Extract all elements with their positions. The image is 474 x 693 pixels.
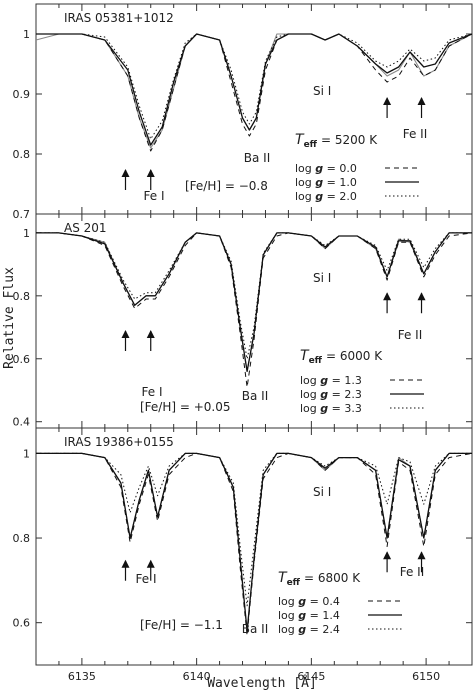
panel-label: IRAS 05381+1012 bbox=[64, 11, 174, 25]
si-line-label: Si I bbox=[313, 271, 331, 285]
fe2-line-label: Fe II bbox=[400, 565, 425, 579]
arrow-head bbox=[383, 292, 392, 301]
ba2-line-label: Ba II bbox=[242, 622, 268, 636]
legend-entry: log g = 1.4 bbox=[278, 609, 340, 622]
model-line-1 bbox=[36, 33, 473, 152]
model-line-2 bbox=[36, 232, 472, 373]
y-tick-label: 0.9 bbox=[13, 88, 31, 101]
legend-entry: log g = 0.0 bbox=[295, 162, 357, 175]
arrow-head bbox=[146, 330, 155, 338]
fe2-line-label: Fe II bbox=[403, 127, 428, 141]
y-tick-label: 1 bbox=[23, 28, 30, 41]
si-line-label: Si I bbox=[313, 485, 331, 499]
legend-entry: log g = 2.4 bbox=[278, 623, 340, 636]
fe1-line-label: Fe I bbox=[136, 572, 157, 586]
model-line-2 bbox=[36, 452, 472, 632]
ba2-line-label: Ba II bbox=[244, 151, 270, 165]
panel-label: AS 201 bbox=[64, 221, 107, 235]
y-tick-label: 0.8 bbox=[13, 290, 31, 303]
legend-entry: log g = 2.0 bbox=[295, 190, 357, 203]
arrow-head bbox=[121, 330, 130, 338]
ba2-line-label: Ba II bbox=[242, 389, 268, 403]
model-line-3 bbox=[36, 452, 472, 607]
arrow-head bbox=[417, 97, 426, 105]
legend-entry: log g = 3.3 bbox=[300, 402, 362, 415]
model-line-1 bbox=[36, 452, 473, 636]
arrow-head bbox=[383, 97, 392, 105]
arrow-head bbox=[417, 551, 426, 560]
x-tick-label: 6150 bbox=[412, 670, 440, 683]
y-tick-label: 1 bbox=[23, 227, 30, 240]
fe1-line-label: Fe I bbox=[142, 385, 163, 399]
y-tick-label: 0.8 bbox=[13, 532, 31, 545]
legend-entry: log g = 0.4 bbox=[278, 595, 340, 608]
y-tick-label: 0.6 bbox=[13, 353, 31, 366]
panel-2: 0.4 0.6 0.8 1 AS 201 Si I Fe I Ba II Fe II [Fe/H]… bbox=[13, 213, 473, 429]
arrow-head bbox=[121, 559, 130, 568]
panel-label: IRAS 19386+0155 bbox=[64, 435, 174, 449]
x-tick-label: 6135 bbox=[68, 670, 96, 683]
panel-frame bbox=[35, 427, 473, 666]
legend-entry: log g = 1.3 bbox=[300, 374, 362, 387]
observed-spectrum-line bbox=[36, 232, 472, 372]
observed-spectrum-line bbox=[36, 452, 472, 632]
y-tick-label: 0.8 bbox=[13, 148, 31, 161]
y-tick-label: 0.6 bbox=[13, 617, 31, 630]
arrow-head bbox=[417, 292, 426, 301]
arrow-head bbox=[146, 559, 155, 568]
fe1-line-label: Fe I bbox=[144, 189, 165, 203]
y-tick-label: 0.7 bbox=[13, 208, 31, 221]
y-axis-label: Relative Flux bbox=[2, 267, 17, 369]
teff-label: Teff = 6000 K bbox=[300, 348, 383, 366]
fe2-line-label: Fe II bbox=[398, 328, 423, 342]
model-line-1 bbox=[36, 232, 473, 388]
arrow-head bbox=[146, 169, 155, 177]
si-line-label: Si I bbox=[313, 84, 331, 98]
metallicity-label: [Fe/H] = +0.05 bbox=[140, 400, 231, 414]
panels-group: 0.7 0.8 0.9 1 IRAS 05381+1012 Si I Fe I Ba II Fe… bbox=[13, 3, 473, 683]
teff-label: Teff = 5200 K bbox=[295, 132, 378, 150]
y-tick-label: 0.4 bbox=[13, 416, 31, 429]
teff-label: Teff = 6800 K bbox=[278, 570, 361, 588]
y-tick-label: 1 bbox=[23, 447, 30, 460]
legend-entry: log g = 1.0 bbox=[295, 176, 357, 189]
legend-entry: log g = 2.3 bbox=[300, 388, 362, 401]
x-tick-label: 6140 bbox=[183, 670, 211, 683]
arrow-head bbox=[121, 169, 130, 177]
model-line-2 bbox=[36, 33, 473, 146]
metallicity-label: [Fe/H] = −1.1 bbox=[140, 618, 223, 632]
panel-1: 0.7 0.8 0.9 1 IRAS 05381+1012 Si I Fe I Ba II Fe… bbox=[13, 3, 473, 221]
arrow-head bbox=[383, 551, 392, 560]
x-axis-label: Wavelength [Å] bbox=[207, 675, 317, 691]
x-tick-label: 6145 bbox=[297, 670, 325, 683]
panel-3: 0.6 0.8 1 IRAS 19386+0155 Si I Fe I Ba II Fe II… bbox=[13, 427, 473, 666]
metallicity-label: [Fe/H] = −0.8 bbox=[185, 179, 268, 193]
